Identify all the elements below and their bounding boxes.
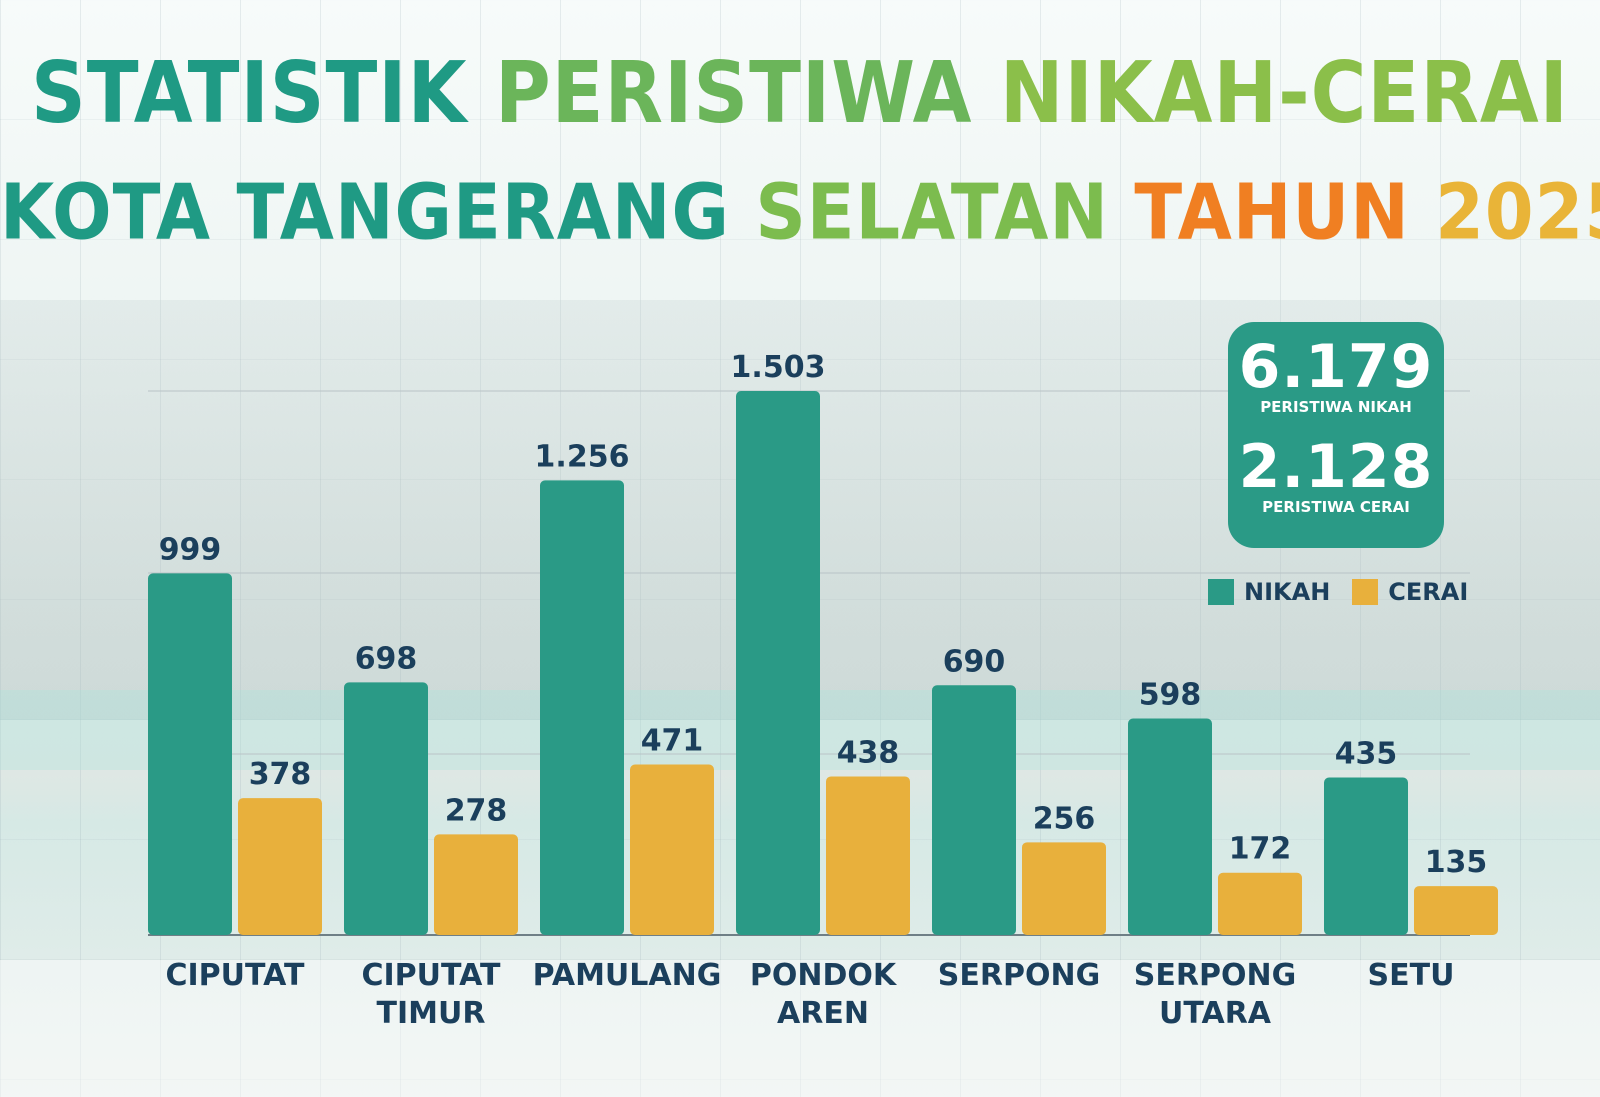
category-label: CIPUTAT bbox=[165, 958, 305, 993]
title2-part2: SELATAN bbox=[755, 166, 1135, 258]
data-label-cerai: 135 bbox=[1425, 845, 1488, 880]
cerai-total-label: PERISTIWA CERAI bbox=[1262, 498, 1410, 516]
data-label-nikah: 598 bbox=[1139, 678, 1202, 713]
bar-cerai bbox=[826, 776, 910, 935]
nikah-total: 6.179 bbox=[1238, 332, 1434, 402]
data-label-nikah: 435 bbox=[1335, 737, 1398, 772]
bar-cerai bbox=[1022, 842, 1106, 935]
summary-nikah: 6.179 PERISTIWA NIKAH bbox=[1228, 336, 1444, 416]
bar-cerai bbox=[1218, 872, 1302, 935]
legend-item-nikah: NIKAH bbox=[1208, 578, 1330, 606]
category-label: PONDOK bbox=[750, 958, 898, 993]
background-bottom bbox=[0, 960, 1600, 1097]
bar-nikah bbox=[148, 573, 232, 935]
bar-nikah bbox=[736, 391, 820, 935]
data-label-nikah: 690 bbox=[943, 644, 1006, 679]
title2-part1: KOTA TANGERANG bbox=[0, 166, 756, 258]
data-label-cerai: 378 bbox=[249, 757, 312, 792]
nikah-total-label: PERISTIWA NIKAH bbox=[1260, 398, 1412, 416]
category-label: CIPUTAT bbox=[361, 958, 501, 993]
chart-title-line2: KOTA TANGERANG SELATAN TAHUN 2025 bbox=[0, 166, 1600, 258]
legend-swatch-cerai bbox=[1352, 579, 1379, 605]
bar-nikah bbox=[540, 480, 624, 935]
bar-cerai bbox=[434, 834, 518, 935]
legend-swatch-nikah bbox=[1208, 579, 1234, 605]
bar-cerai bbox=[238, 798, 322, 935]
title1-part1: STATISTIK bbox=[31, 42, 495, 143]
category-label: TIMUR bbox=[377, 996, 486, 1031]
data-label-cerai: 256 bbox=[1033, 801, 1096, 836]
cerai-total: 2.128 bbox=[1238, 432, 1434, 502]
title2-part4: 2025 bbox=[1435, 166, 1600, 258]
bar-nikah bbox=[1128, 718, 1212, 935]
data-label-nikah: 1.503 bbox=[731, 350, 826, 385]
title1-part2: PERISTIWA bbox=[494, 42, 1000, 143]
legend-item-cerai: CERAI bbox=[1352, 578, 1468, 606]
category-label: SETU bbox=[1368, 958, 1455, 993]
title1-part3: NIKAH-CERAI bbox=[999, 42, 1569, 143]
data-label-cerai: 438 bbox=[837, 735, 900, 770]
bar-nikah bbox=[1324, 777, 1408, 935]
bar-cerai bbox=[630, 764, 714, 935]
bar-nikah bbox=[932, 685, 1016, 935]
category-label: SERPONG bbox=[938, 958, 1100, 993]
data-label-cerai: 471 bbox=[641, 724, 704, 759]
legend-label-cerai: CERAI bbox=[1388, 578, 1469, 606]
title2-part3: TAHUN bbox=[1134, 166, 1436, 258]
data-label-nikah: 698 bbox=[355, 641, 418, 676]
data-label-cerai: 278 bbox=[445, 793, 508, 828]
data-label-nikah: 999 bbox=[159, 532, 222, 567]
data-label-cerai: 172 bbox=[1229, 832, 1292, 867]
bar-cerai bbox=[1414, 886, 1498, 935]
category-label: UTARA bbox=[1159, 996, 1272, 1031]
category-label: AREN bbox=[777, 996, 869, 1031]
bar-nikah bbox=[344, 682, 428, 935]
chart-legend: NIKAH CERAI bbox=[1208, 578, 1490, 606]
summary-box: 6.179 PERISTIWA NIKAH 2.128 PERISTIWA CE… bbox=[1228, 322, 1444, 548]
category-label: SERPONG bbox=[1134, 958, 1296, 993]
legend-label-nikah: NIKAH bbox=[1244, 578, 1331, 606]
chart-title-line1: STATISTIK PERISTIWA NIKAH-CERAI bbox=[0, 43, 1600, 144]
summary-cerai: 2.128 PERISTIWA CERAI bbox=[1228, 436, 1444, 516]
data-label-nikah: 1.256 bbox=[535, 439, 630, 474]
category-label: PAMULANG bbox=[533, 958, 722, 993]
